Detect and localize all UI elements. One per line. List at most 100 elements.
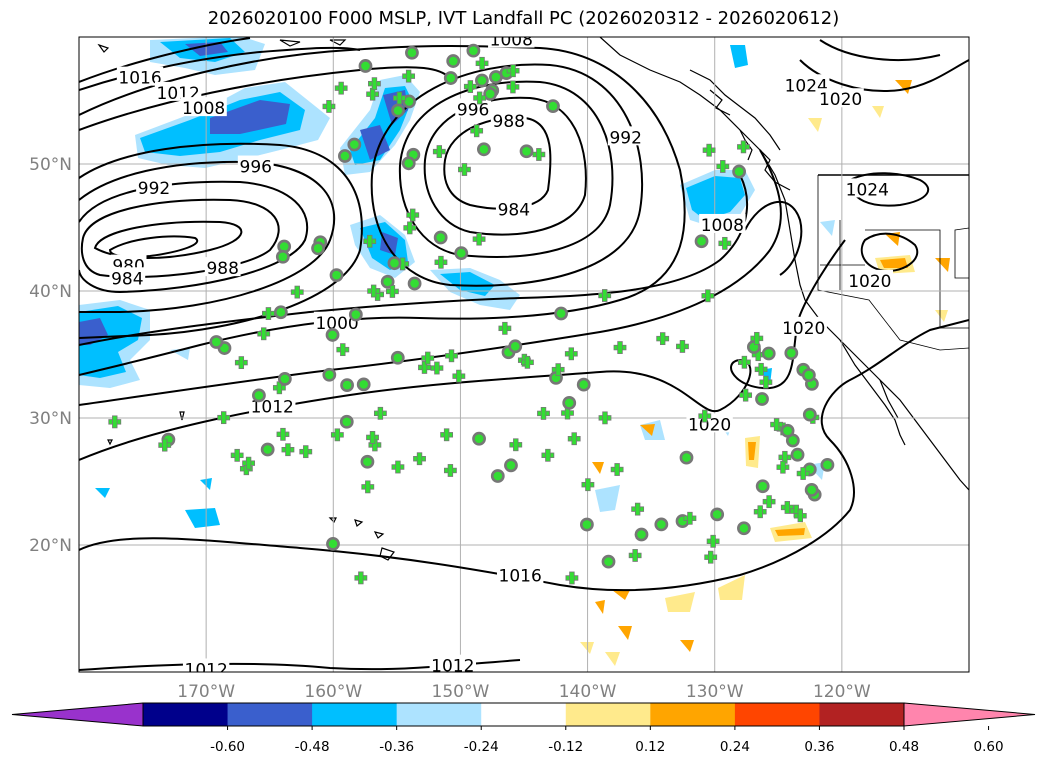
colorbar-tick-label: 0.12 (635, 739, 665, 755)
marker-plus (452, 369, 466, 383)
marker-plus (418, 361, 431, 374)
marker-plus (739, 388, 753, 402)
marker-plus (780, 501, 794, 514)
marker-circle (360, 454, 375, 469)
contour-label-bg (182, 658, 230, 672)
axis-tick-labels: 170°W 160°W 150°W 140°W 130°W 120°W 20°N 30°N 40… (29, 155, 871, 702)
marker-circle (391, 103, 405, 118)
marker-circle (504, 458, 518, 473)
marker-circle (710, 507, 725, 522)
colorbar-tick-label: -0.12 (548, 739, 583, 755)
marker-plus (434, 255, 448, 269)
marker-plus (276, 427, 290, 441)
coastlines (97, 37, 969, 561)
marker-circle (454, 246, 469, 261)
ivt-positive-shading (580, 80, 950, 666)
marker-circle (347, 137, 362, 152)
marker-plus (402, 69, 416, 83)
colorbar-tick-label: -0.60 (210, 739, 245, 755)
contour-label-bg (817, 88, 864, 108)
marker-plus (354, 571, 368, 585)
y-tick-label: 50°N (29, 155, 72, 175)
colorbar-frame (142, 702, 905, 727)
observation-markers (108, 43, 835, 585)
marker-plus (613, 341, 627, 354)
marker-circle (804, 482, 819, 497)
marker-plus (413, 452, 426, 466)
contour-label: 984 (498, 201, 530, 221)
marker-plus (242, 456, 255, 470)
marker-plus (581, 478, 595, 492)
colorbar-tick-label: -0.36 (379, 739, 414, 755)
marker-circle (694, 234, 709, 249)
marker-circle (325, 328, 340, 342)
marker-plus (290, 285, 304, 299)
contour-label: 988 (206, 259, 238, 279)
marker-plus (567, 432, 581, 446)
contour-label: 1012 (431, 657, 474, 677)
marker-circle (443, 71, 458, 85)
marker-circle (311, 241, 325, 256)
marker-plus (330, 428, 344, 442)
colorbar-tick-label: 0.24 (720, 739, 750, 755)
marker-plus (506, 64, 520, 78)
marker-plus (458, 163, 471, 176)
marker-plus (334, 81, 348, 95)
marker-plus (445, 349, 458, 363)
marker-plus (628, 549, 642, 562)
marker-circle (546, 99, 560, 114)
marker-circle (483, 87, 498, 101)
marker-plus (770, 418, 783, 431)
marker-plus (754, 362, 768, 376)
marker-circle (275, 249, 290, 264)
marker-circle (679, 450, 694, 465)
x-tick-label: 150°W (432, 682, 490, 702)
contour-label-bg (846, 269, 894, 289)
marker-plus (336, 343, 350, 357)
marker-circle (732, 164, 746, 179)
marker-plus (217, 411, 231, 425)
contour-label: 992 (138, 179, 170, 199)
marker-plus (737, 140, 750, 154)
contour-label: 988 (493, 112, 525, 132)
marker-plus (541, 448, 555, 462)
colorbar-tick-label: 0.60 (974, 739, 1004, 755)
marker-plus (158, 438, 172, 452)
marker-circle (401, 156, 416, 171)
marker-circle (562, 395, 577, 410)
marker-plus (281, 443, 295, 457)
marker-circle (601, 554, 616, 569)
marker-circle (472, 431, 486, 446)
marker-plus (698, 409, 712, 423)
contour-label: 1020 (819, 90, 862, 110)
marker-plus (598, 411, 612, 425)
colorbar-extend-max (903, 702, 1036, 727)
marker-circle (475, 73, 489, 88)
colorbar-extend-min (11, 702, 144, 727)
marker-circle (356, 377, 371, 392)
marker-plus (392, 91, 406, 105)
colorbar-tick-label: 0.48 (889, 739, 919, 755)
marker-plus (610, 463, 624, 476)
colorbar-tick-label: 0.36 (804, 739, 834, 755)
marker-circle (755, 392, 769, 406)
marker-plus (564, 347, 578, 361)
marker-circle (402, 94, 416, 109)
marker-plus (361, 480, 375, 494)
marker-circle (390, 350, 405, 365)
contour-label-bg (686, 413, 733, 433)
chart-title: 2026020100 F000 MSLP, IVT Landfall PC (2… (207, 8, 840, 29)
marker-plus (565, 571, 579, 585)
marker-circle (802, 407, 817, 422)
marker-plus (796, 467, 810, 480)
marker-circle (755, 479, 770, 494)
marker-plus (368, 77, 381, 91)
contour-label: 1020 (848, 272, 891, 292)
colorbar-tick-label: -0.48 (295, 739, 330, 755)
marker-plus (551, 363, 565, 377)
marker-plus (421, 351, 435, 365)
marker-circle (405, 45, 419, 60)
marker-circle (348, 307, 363, 322)
marker-circle (519, 144, 534, 159)
contour-label: 1016 (118, 69, 161, 89)
